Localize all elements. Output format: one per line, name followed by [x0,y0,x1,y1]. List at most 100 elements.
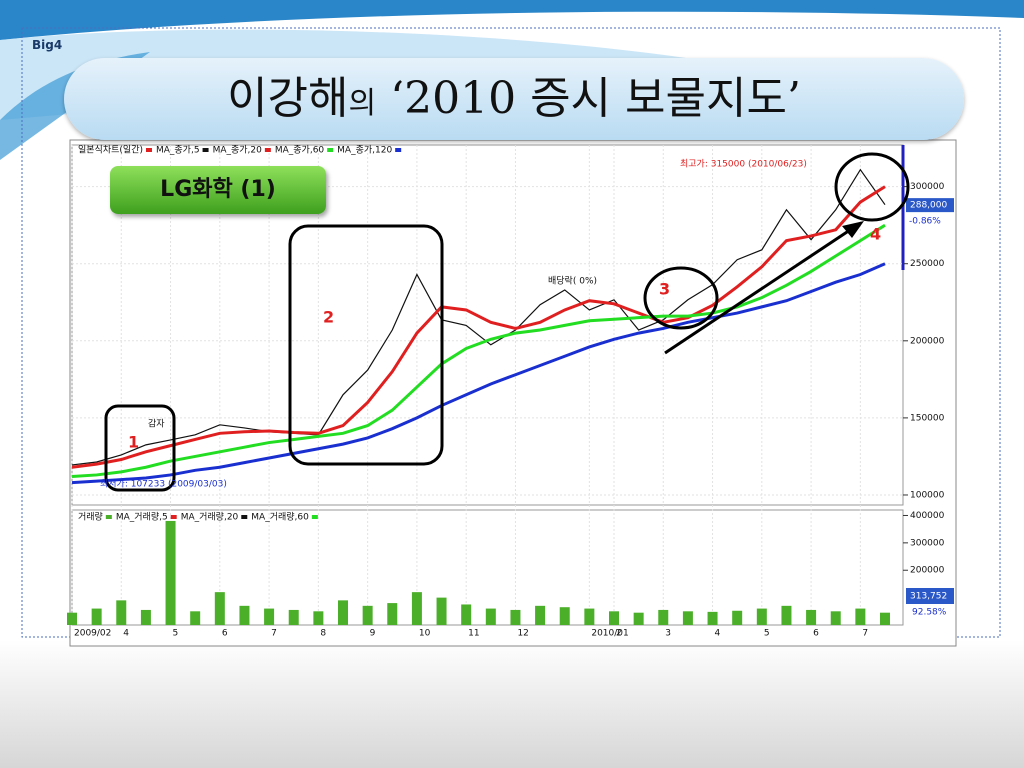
legend-swatch [170,515,177,519]
legend-label: MA_종가,5 [156,145,200,156]
volume-bar [67,612,77,625]
legend-swatch [202,148,209,152]
title: 이강해의 ‘2010 증시 보물지도’ [64,58,964,140]
volume-bar [633,612,644,625]
volume-bar [707,611,718,625]
x-tick-label: 2009/02 [74,629,111,639]
legend-swatch [105,515,112,519]
swoosh [0,0,1024,40]
volume-bar [559,607,570,625]
volume-bar [830,611,841,625]
ma-line [71,185,886,469]
volume-bar [461,604,472,625]
annotation: 배당락( 0%) [548,275,597,287]
volume-bar [140,609,151,625]
volume-bar [313,611,324,625]
volume-bar [855,608,866,625]
chart-layer: 100000 150000 200000 250000 300000 2009/02 4 5 6… [67,144,954,639]
y-tick-label: 100000 [910,490,945,500]
volume-bar [387,603,398,625]
highlight-circle [834,152,910,222]
ma-line [71,223,886,478]
x-tick-label: 8 [320,629,326,639]
legend-swatch [264,148,271,152]
volume-bar [510,609,521,625]
highlight-circle [643,266,719,330]
volume-bar [584,608,595,625]
x-tick-label: 11 [468,629,479,639]
current-price-label: 288,000 [910,201,947,211]
volume-plot [71,509,904,626]
volume-bar [411,592,422,625]
legend-swatch [145,148,152,152]
y-tick-label: 250000 [910,259,945,269]
y-tick-label: 200000 [910,566,945,576]
x-tick-label: 4 [123,629,129,639]
volume-current-box [906,588,954,604]
ma-line [71,168,886,466]
brand: Big4 [32,38,63,52]
legend-swatch [311,515,318,519]
x-tick-label: 6 [222,629,228,639]
title-main: 이강해 [227,73,349,124]
volume-bar [362,605,373,625]
volume-bar [91,608,102,625]
x-tick-label: 3 [665,629,671,639]
legend-title: 일본식차트(일간) [78,144,143,156]
legend-swatch [241,515,248,519]
legend-label: MA_거래량,5 [116,511,168,523]
x-tick-label: 5 [173,629,179,639]
y-tick-label: 300000 [910,538,945,548]
x-tick-label: 5 [764,629,770,639]
badge: LG화학 (1) [110,166,326,214]
x-tick-label: 6 [813,629,819,639]
volume-bar [609,611,619,625]
title-rest: ‘2010 증시 보물지도’ [390,73,801,124]
title-particle: 의 [348,86,377,121]
legend-swatch [395,148,402,152]
x-tick-label: 9 [370,629,376,639]
marker-label: 4 [870,225,881,244]
x-tick-label: 2 [616,629,622,639]
legend-label: MA_거래량,60 [251,511,309,523]
trend-arrow [664,228,851,355]
arrow-head [842,221,864,238]
volume-bar [288,609,299,625]
volume-bar [239,605,250,625]
x-tick-label: 7 [862,629,868,639]
ma-line [71,262,886,485]
highlight-box [104,404,176,492]
volume-bar [682,611,693,625]
volume-bar [756,608,767,625]
x-tick-label: 10 [419,629,431,639]
annotation: 감자 [148,418,165,430]
volume-current-label: 313,752 [910,592,947,602]
legend-title: 거래량 [78,511,103,523]
volume-bar [732,610,743,625]
legend-label: MA_종가,60 [275,145,325,156]
legend-label: MA_종가,20 [213,145,263,156]
volume-bar [535,605,546,625]
volume-bar [781,605,792,625]
volume-bar [338,600,348,625]
y-tick-label: 200000 [910,336,945,346]
x-tick-label: 7 [271,629,277,639]
volume-bar [165,520,176,625]
x-tick-label: 4 [715,629,721,639]
y-tick-label: 300000 [910,182,945,192]
highlight-box [288,224,444,466]
legend-swatch [327,148,334,152]
marker-label: 1 [128,433,139,452]
volume-bar [658,609,669,625]
volume-bar [264,608,275,625]
legend-label: MA_종가,120 [337,145,392,156]
volume-ratio-label: 92.58% [912,608,947,618]
annotation: 최저가: 107233 (2009/03/03) [100,479,227,490]
volume-bar [436,597,447,625]
change-label: -0.86% [909,217,941,227]
y-tick-label: 150000 [910,413,945,423]
marker-label: 2 [323,308,334,327]
volume-bar [214,592,225,625]
marker-label: 3 [659,280,670,299]
